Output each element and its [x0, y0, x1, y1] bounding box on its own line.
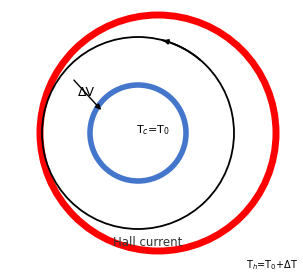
Text: ΔV: ΔV: [78, 86, 95, 98]
Text: T$_c$=T$_0$: T$_c$=T$_0$: [136, 123, 170, 137]
Text: T$_h$=T$_0$+ΔT: T$_h$=T$_0$+ΔT: [246, 258, 298, 272]
Text: Hall current: Hall current: [113, 235, 183, 249]
